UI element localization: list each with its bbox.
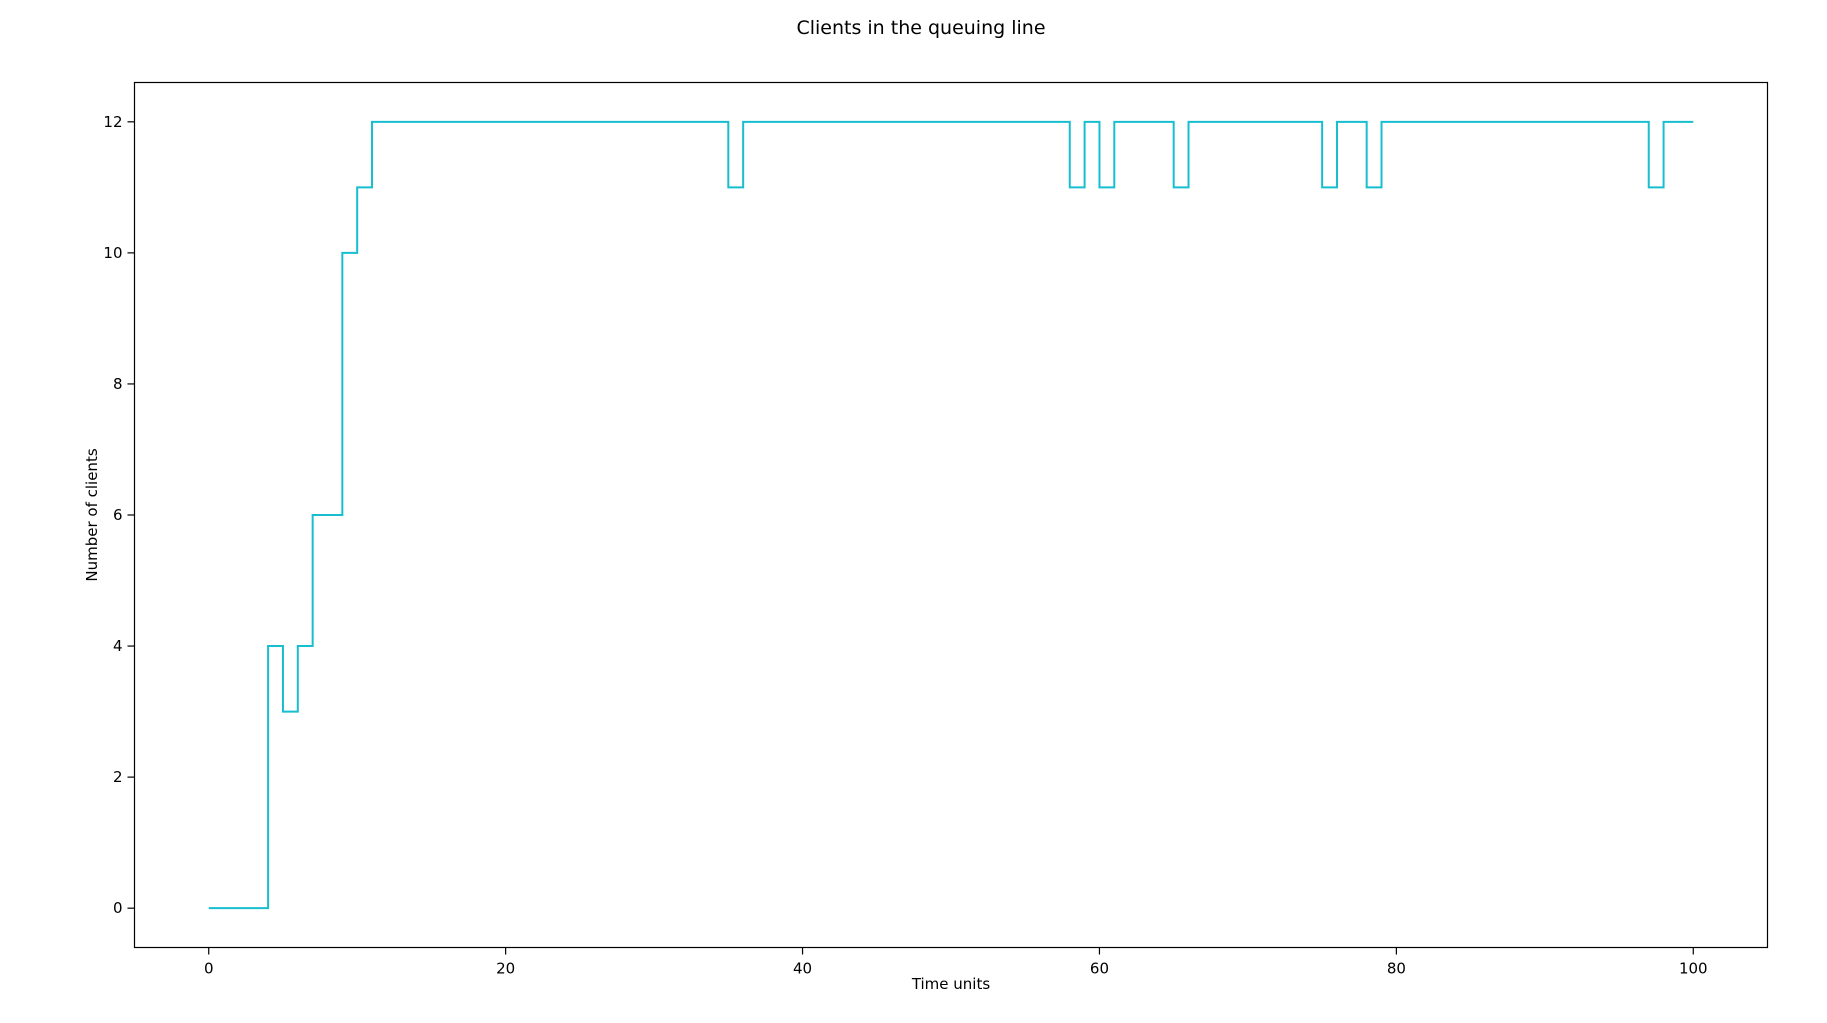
x-tick-label: 100 bbox=[1679, 960, 1708, 978]
y-tick-label: 2 bbox=[113, 768, 123, 786]
x-tick-label: 60 bbox=[1090, 960, 1109, 978]
x-tick-label: 80 bbox=[1387, 960, 1406, 978]
x-tick-label: 40 bbox=[793, 960, 812, 978]
x-tick-label: 0 bbox=[204, 960, 214, 978]
series-step-line bbox=[208, 120, 1694, 910]
y-axis-ticks: 0 2 4 6 8 10 12 bbox=[103, 113, 135, 917]
y-tick-label: 8 bbox=[113, 375, 123, 393]
chart-title: Clients in the queuing line bbox=[796, 17, 1045, 39]
x-tick-label: 20 bbox=[496, 960, 515, 978]
y-tick-label: 10 bbox=[103, 244, 122, 262]
y-tick-label: 12 bbox=[103, 113, 122, 131]
y-tick-label: 4 bbox=[113, 637, 123, 655]
y-axis-label: Number of clients bbox=[83, 448, 101, 581]
x-axis-ticks: 0 20 40 60 80 100 bbox=[204, 947, 1708, 978]
y-tick-label: 6 bbox=[113, 506, 123, 524]
x-axis-label: Time units bbox=[911, 975, 991, 993]
y-tick-label: 0 bbox=[113, 899, 123, 917]
plot-area-frame bbox=[133, 81, 1769, 949]
